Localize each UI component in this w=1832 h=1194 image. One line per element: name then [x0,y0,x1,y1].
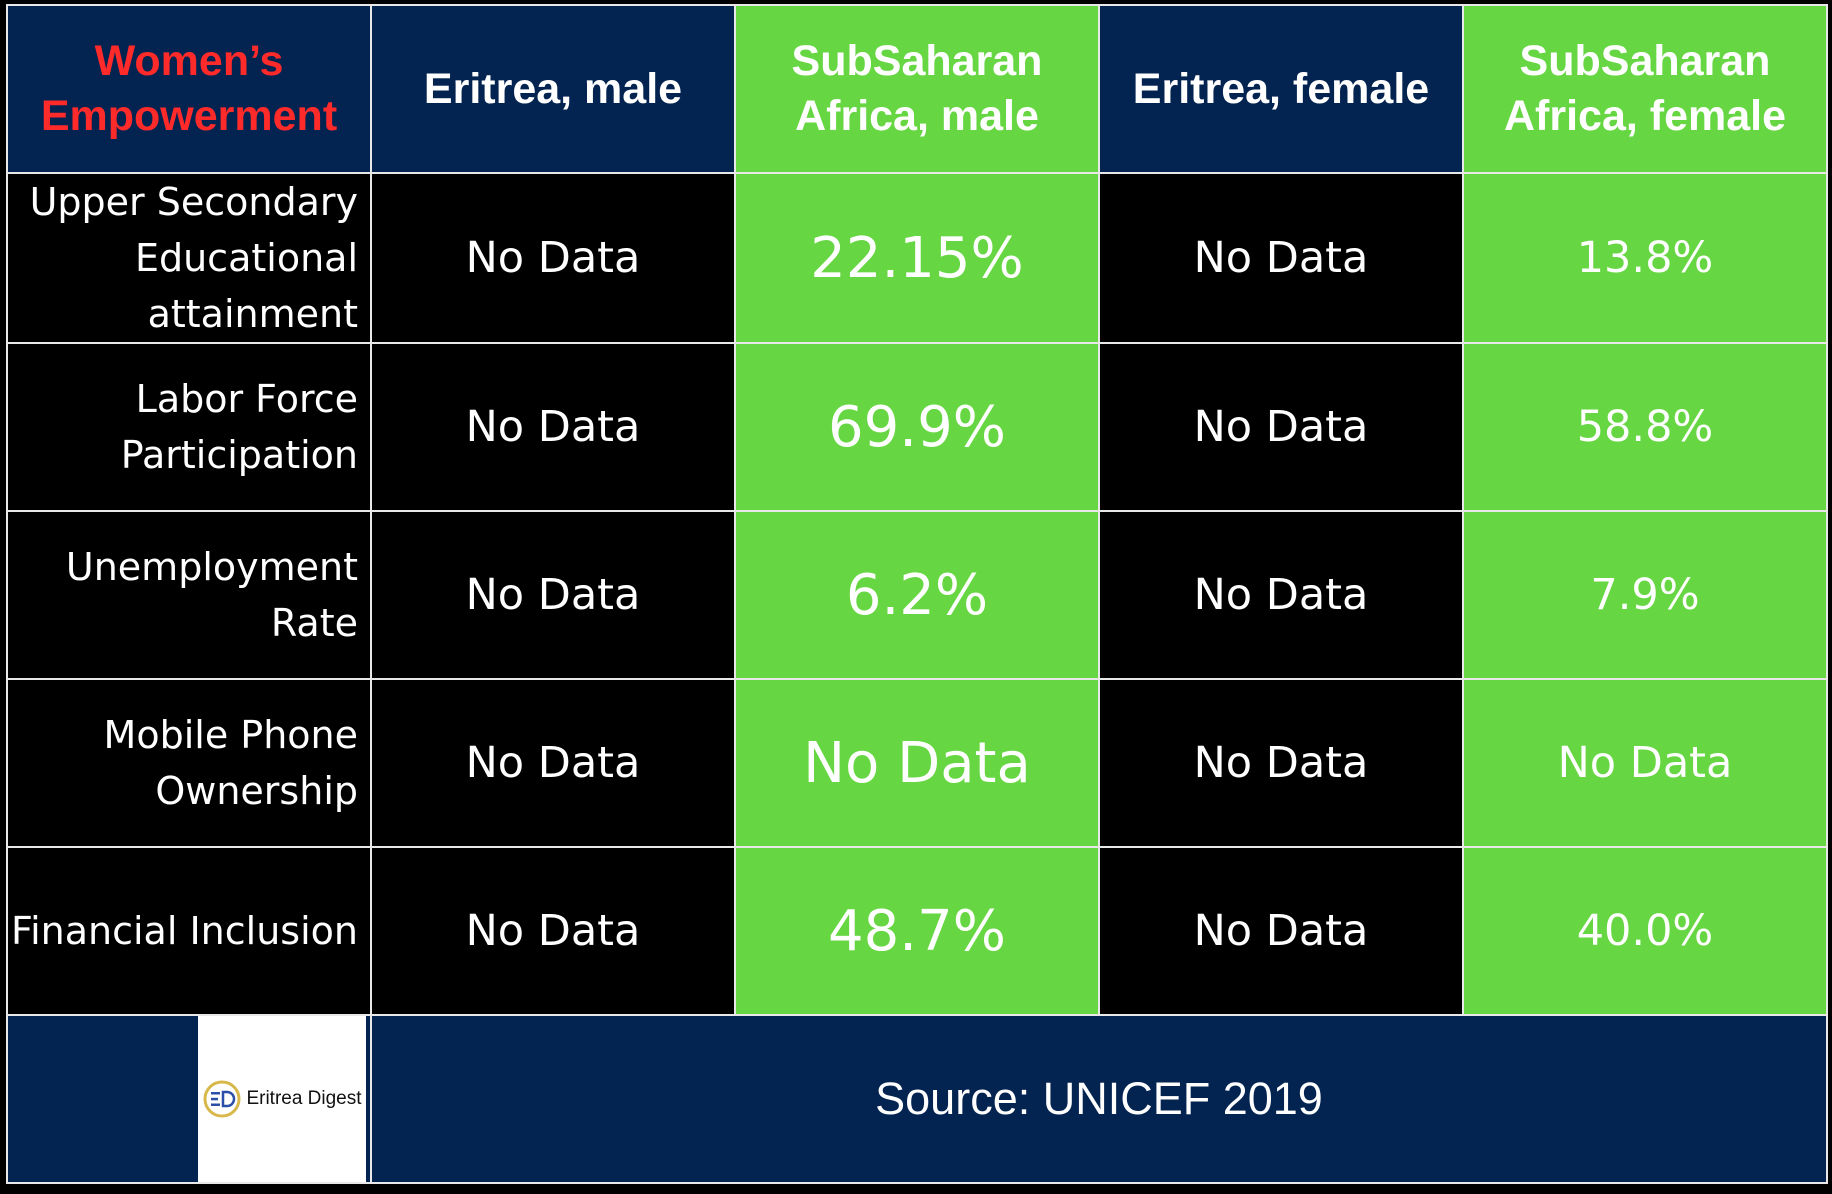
table-cell: No Data [370,510,736,680]
row-label: Mobile Phone Ownership [6,678,372,848]
table-cell: No Data [1462,678,1828,848]
table-cell: No Data [1098,678,1464,848]
table-cell: No Data [370,172,736,344]
table-cell: No Data [370,342,736,512]
row-label: Unemployment Rate [6,510,372,680]
logo-box: Eritrea Digest [198,1017,366,1181]
table-title: Women’s Empowerment [6,4,372,174]
logo-cell: Eritrea Digest [6,1014,372,1184]
table-cell: 69.9% [734,342,1100,512]
table-cell: 7.9% [1462,510,1828,680]
table-cell: 40.0% [1462,846,1828,1016]
logo: Eritrea Digest [202,1079,362,1119]
table-cell: 58.8% [1462,342,1828,512]
table-cell: 22.15% [734,172,1100,344]
column-header-eritrea-male: Eritrea, male [370,4,736,174]
table-cell: No Data [734,678,1100,848]
column-header-ssa-male: SubSaharan Africa, male [734,4,1100,174]
table-row: Upper Secondary Educational attainment N… [6,172,1828,344]
table-row: Mobile Phone Ownership No Data No Data N… [6,678,1828,848]
row-label: Labor Force Participation [6,342,372,512]
column-header-eritrea-female: Eritrea, female [1098,4,1464,174]
table-cell: No Data [1098,510,1464,680]
logo-text: Eritrea Digest [246,1088,362,1109]
column-header-ssa-female: SubSaharan Africa, female [1462,4,1828,174]
table-cell: 6.2% [734,510,1100,680]
eritrea-digest-logo-icon [203,1080,241,1118]
row-label: Upper Secondary Educational attainment [6,172,372,344]
table-cell: No Data [1098,172,1464,344]
row-label: Financial Inclusion [6,846,372,1016]
table-cell: 48.7% [734,846,1100,1016]
table-cell: No Data [370,846,736,1016]
table-cell: 13.8% [1462,172,1828,344]
table-cell: No Data [1098,846,1464,1016]
table-row: Labor Force Participation No Data 69.9% … [6,342,1828,512]
table-cell: No Data [1098,342,1464,512]
source-note: Source: UNICEF 2019 [370,1014,1828,1184]
footer-row: Eritrea Digest Source: UNICEF 2019 [6,1014,1828,1184]
header-row: Women’s Empowerment Eritrea, male SubSah… [6,4,1828,174]
table-row: Unemployment Rate No Data 6.2% No Data 7… [6,510,1828,680]
table-cell: No Data [370,678,736,848]
table-row: Financial Inclusion No Data 48.7% No Dat… [6,846,1828,1016]
empowerment-table: Women’s Empowerment Eritrea, male SubSah… [6,4,1828,1184]
